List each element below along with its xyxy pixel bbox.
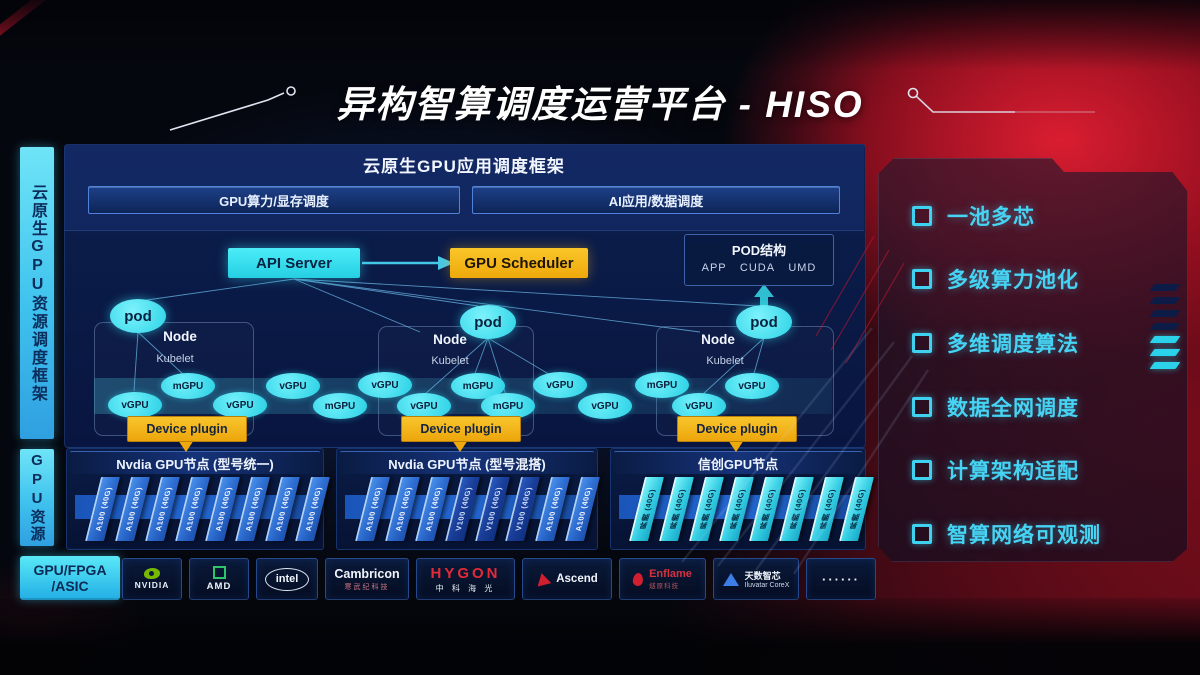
pod-structure-item: UMD xyxy=(788,262,817,274)
ai-scheduling-bar: AI应用/数据调度 xyxy=(472,186,840,214)
vendor-amd: AMD xyxy=(189,558,249,600)
gpu-unit-ellipse: vGPU xyxy=(108,392,162,418)
vendor-row: NVIDIA AMD intel Cambricon 寒武纪科技 HYGON 中… xyxy=(122,558,876,600)
gpu-card: 昇腾 (40G) xyxy=(719,477,754,541)
api-server-box: API Server xyxy=(228,248,360,278)
feature-item: 一池多芯 xyxy=(912,196,1035,236)
feature-item: 多维调度算法 xyxy=(912,323,1079,363)
gpu-card: A100 (40G) xyxy=(385,477,420,541)
gpu-unit-ellipse: vGPU xyxy=(578,393,632,419)
gpu-card: A100 (40G) xyxy=(265,477,300,541)
vendor-ascend: Ascend xyxy=(522,558,612,600)
hardware-label-line1: GPU/FPGA xyxy=(33,561,107,578)
vendor-hygon: HYGON 中 科 海 光 xyxy=(416,558,515,600)
gpu-scheduler-box: GPU Scheduler xyxy=(450,248,588,278)
gpu-card: V100 (40G) xyxy=(505,477,540,541)
hardware-label-line2: /ASIC xyxy=(51,578,89,594)
kubelet-label: Kubelet xyxy=(706,355,744,367)
gpu-unit-ellipse: mGPU xyxy=(313,393,367,419)
node-group-xinchuang: 信创GPU节点 昇腾 (40G) 昇腾 (40G) 昇腾 (40G) 昇腾 (4… xyxy=(610,448,874,550)
features-panel: 一池多芯 多级算力池化 多维调度算法 数据全网调度 计算架构适配 智算网络可观测 xyxy=(878,158,1188,562)
pod-structure-box: POD结构 APP CUDA UMD xyxy=(684,234,834,286)
gpu-card: A100 (40G) xyxy=(175,477,210,541)
gpu-card: V100 (40G) xyxy=(445,477,480,541)
pod-ellipse: pod xyxy=(110,299,166,333)
gpu-unit-ellipse: vGPU xyxy=(266,373,320,399)
vendor-more: ······ xyxy=(806,558,876,600)
pod-structure-title: POD结构 xyxy=(731,243,787,258)
feature-item: 计算架构适配 xyxy=(912,450,1079,490)
gpu-card: A100 (40G) xyxy=(235,477,270,541)
square-bullet-icon xyxy=(912,206,932,226)
pod-ellipse: pod xyxy=(460,305,516,339)
square-bullet-icon xyxy=(912,397,932,417)
feature-item: 数据全网调度 xyxy=(912,387,1079,427)
gpu-card: 昇腾 (40G) xyxy=(809,477,844,541)
gpu-unit-ellipse: vGPU xyxy=(725,373,779,399)
node-label: Node xyxy=(163,329,197,344)
gpu-unit-ellipse: vGPU xyxy=(672,393,726,419)
square-bullet-icon xyxy=(912,460,932,480)
page-title: 异构智算调度运营平台 - HISO xyxy=(336,84,864,125)
gpu-card: A100 (40G) xyxy=(535,477,570,541)
gpu-card: 昇腾 (40G) xyxy=(779,477,814,541)
vendor-nvidia: NVIDIA xyxy=(122,558,182,600)
ascend-logo-icon xyxy=(534,571,552,587)
gpu-unit-ellipse: vGPU xyxy=(533,372,587,398)
gpu-card: 昇腾 (40G) xyxy=(689,477,724,541)
vendor-cambricon: Cambricon 寒武纪科技 xyxy=(325,558,409,600)
gpu-unit-ellipse: mGPU xyxy=(481,393,535,419)
node-group-uniform: Nvdia GPU节点 (型号统一) A100 (40G) A100 (40G)… xyxy=(66,448,330,550)
gpu-card: A100 (40G) xyxy=(565,477,600,541)
gpu-card: A100 (40G) xyxy=(205,477,240,541)
node-group-header: Nvdia GPU节点 (型号混搭) xyxy=(340,451,594,474)
pod-structure-item: APP xyxy=(701,262,727,274)
side-label-gpu-resource: GPU资源 xyxy=(20,449,54,546)
intel-logo-icon: intel xyxy=(265,567,309,591)
square-bullet-icon xyxy=(912,333,932,353)
iluvatar-logo-icon xyxy=(722,572,739,586)
gpu-unit-ellipse: mGPU xyxy=(161,373,215,399)
vendor-iluvatar: 天数智芯 Iluvatar CoreX xyxy=(713,558,799,600)
pod-ellipse: pod xyxy=(736,305,792,339)
kubelet-label: Kubelet xyxy=(156,353,194,365)
gpu-unit-ellipse: vGPU xyxy=(213,392,267,418)
feature-item: 多级算力池化 xyxy=(912,259,1079,299)
node-group-header: Nvdia GPU节点 (型号统一) xyxy=(70,451,320,474)
device-plugin-box: Device plugin xyxy=(401,416,521,442)
square-bullet-icon xyxy=(912,269,932,289)
node-label: Node xyxy=(701,332,735,347)
hardware-type-label: GPU/FPGA /ASIC xyxy=(20,556,120,600)
amd-logo-icon xyxy=(212,566,226,579)
gpu-unit-ellipse: vGPU xyxy=(397,393,451,419)
gpu-card: A100 (40G) xyxy=(415,477,450,541)
vendor-intel: intel xyxy=(256,558,318,600)
gpu-card: 昇腾 (40G) xyxy=(749,477,784,541)
hazard-stripes-decoration xyxy=(1149,284,1181,369)
gpu-card: A100 (40G) xyxy=(115,477,150,541)
gpu-card: 昇腾 (40G) xyxy=(659,477,694,541)
gpu-unit-ellipse: mGPU xyxy=(635,372,689,398)
enflame-logo-icon xyxy=(632,571,644,587)
node-group-header: 信创GPU节点 xyxy=(614,451,862,474)
side-label-framework: 云原生GPU资源调度框架 xyxy=(20,147,54,439)
compute-scheduling-bar: GPU算力/显存调度 xyxy=(88,186,460,214)
nvidia-logo-icon xyxy=(144,568,160,579)
pod-structure-item: CUDA xyxy=(739,262,776,274)
vendor-enflame: Enflame 燧原科技 xyxy=(619,558,706,600)
device-plugin-box: Device plugin xyxy=(127,416,247,442)
gpu-unit-ellipse: vGPU xyxy=(358,372,412,398)
gpu-card: A100 (40G) xyxy=(145,477,180,541)
gpu-card: V100 (40G) xyxy=(475,477,510,541)
framework-title: 云原生GPU应用调度框架 xyxy=(363,157,565,176)
feature-item: 智算网络可观测 xyxy=(912,514,1101,554)
square-bullet-icon xyxy=(912,524,932,544)
kubelet-label: Kubelet xyxy=(431,355,469,367)
node-group-mixed: Nvdia GPU节点 (型号混搭) A100 (40G) A100 (40G)… xyxy=(336,448,600,550)
device-plugin-box: Device plugin xyxy=(677,416,797,442)
